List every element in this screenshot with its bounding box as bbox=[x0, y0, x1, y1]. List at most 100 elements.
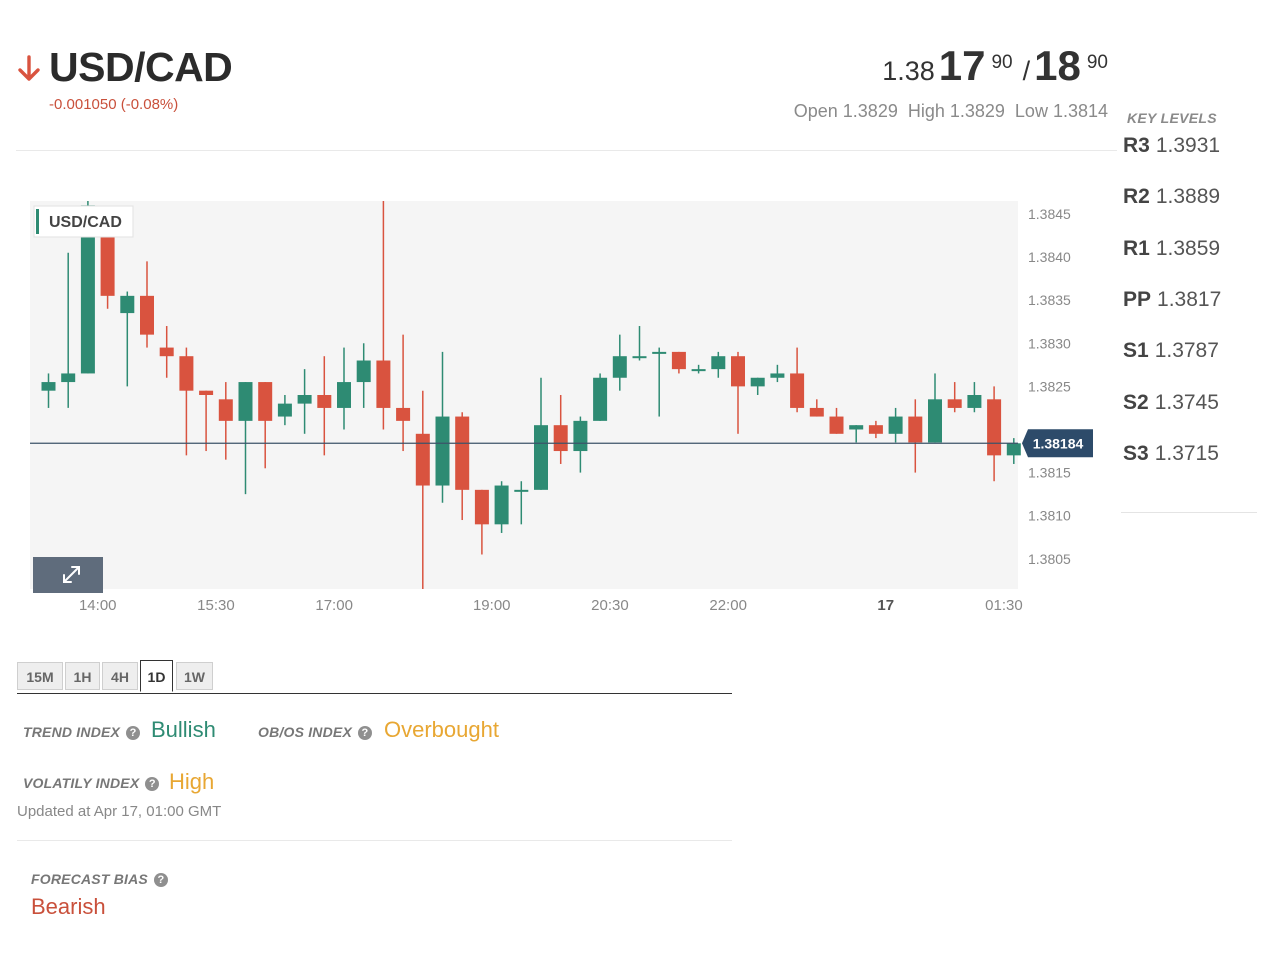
candle[interactable] bbox=[396, 334, 411, 452]
tab-15m[interactable]: 15M bbox=[17, 662, 63, 690]
current-price-label: 1.38184 bbox=[1022, 429, 1093, 458]
candle[interactable] bbox=[868, 420, 883, 439]
candle-body bbox=[947, 399, 962, 408]
question-circle-icon[interactable]: ? bbox=[153, 873, 168, 887]
candle[interactable] bbox=[770, 364, 785, 383]
candle[interactable] bbox=[140, 261, 154, 348]
candle-body bbox=[671, 351, 686, 370]
candle-body bbox=[731, 356, 745, 387]
candle-body bbox=[140, 295, 154, 335]
y-tick-label: 1.3845 bbox=[1028, 206, 1071, 222]
tab-1d[interactable]: 1D bbox=[140, 660, 173, 692]
candle[interactable] bbox=[1006, 438, 1021, 464]
quote-separator: / bbox=[1022, 56, 1031, 86]
candle[interactable] bbox=[159, 326, 174, 378]
candle-body bbox=[415, 433, 430, 486]
candle[interactable] bbox=[593, 373, 608, 421]
candle-body bbox=[277, 403, 292, 417]
candle[interactable] bbox=[849, 425, 864, 443]
candle[interactable] bbox=[218, 382, 233, 460]
expand-icon[interactable] bbox=[63, 566, 80, 583]
candle-body bbox=[179, 356, 194, 391]
candle[interactable] bbox=[258, 382, 273, 469]
candle[interactable] bbox=[337, 347, 351, 430]
candle[interactable] bbox=[652, 347, 667, 417]
level-value: 1.3817 bbox=[1157, 288, 1222, 311]
candle[interactable] bbox=[829, 407, 844, 434]
tab-4h[interactable]: 4H bbox=[102, 662, 138, 690]
candle-body bbox=[199, 390, 214, 395]
candle[interactable] bbox=[691, 364, 706, 374]
candle[interactable] bbox=[671, 351, 686, 374]
candle[interactable] bbox=[612, 334, 627, 391]
candle[interactable] bbox=[179, 347, 194, 456]
candle[interactable] bbox=[928, 373, 942, 443]
question-circle-icon[interactable]: ? bbox=[358, 726, 372, 740]
candle[interactable] bbox=[415, 390, 430, 589]
candle[interactable] bbox=[908, 399, 923, 473]
candle[interactable] bbox=[494, 481, 509, 533]
trend-index-value: Bullish bbox=[151, 717, 216, 742]
candle[interactable] bbox=[317, 356, 332, 456]
down-arrow-icon bbox=[18, 55, 40, 81]
candle[interactable] bbox=[967, 382, 982, 413]
level-name: S2 bbox=[1123, 391, 1149, 414]
candle[interactable] bbox=[632, 326, 647, 361]
y-tick-label: 1.3810 bbox=[1028, 508, 1071, 524]
candle-body bbox=[750, 377, 765, 387]
candle[interactable] bbox=[947, 382, 962, 413]
plot-background bbox=[30, 201, 1018, 589]
candle[interactable] bbox=[376, 201, 391, 430]
candle[interactable] bbox=[987, 386, 1002, 482]
tab-1h[interactable]: 1H bbox=[65, 662, 100, 690]
tab-1w[interactable]: 1W bbox=[176, 662, 213, 690]
candle[interactable] bbox=[711, 351, 726, 378]
candle[interactable] bbox=[61, 252, 76, 408]
candlestick-chart[interactable]: 1.3845 1.3840 1.3835 1.3830 1.3825 1.3815 1.38… bbox=[0, 195, 1110, 620]
candle[interactable] bbox=[534, 377, 548, 490]
candle-body bbox=[41, 382, 56, 391]
key-levels-title: KEY LEVELS bbox=[1127, 110, 1217, 126]
candle-body bbox=[396, 407, 411, 421]
y-tick-label: 1.3840 bbox=[1028, 249, 1071, 265]
candle[interactable] bbox=[514, 481, 529, 525]
candle-body bbox=[928, 399, 942, 443]
x-tick-label: 01:30 bbox=[985, 597, 1023, 614]
y-axis: 1.3845 1.3840 1.3835 1.3830 1.3825 1.3815 1.38… bbox=[1028, 206, 1071, 567]
candle[interactable] bbox=[277, 395, 292, 426]
candle[interactable] bbox=[356, 343, 371, 408]
question-circle-icon[interactable]: ? bbox=[145, 777, 160, 791]
candle[interactable] bbox=[750, 377, 765, 395]
expand-button-bg[interactable] bbox=[33, 557, 103, 593]
candle[interactable] bbox=[297, 369, 312, 434]
timeframe-tabs: 15M 1H 4H 1D 1W bbox=[17, 660, 732, 694]
candle[interactable] bbox=[120, 291, 135, 387]
candle[interactable] bbox=[790, 347, 805, 413]
x-tick-label: 15:30 bbox=[197, 597, 235, 614]
candle-body bbox=[573, 420, 588, 452]
candle[interactable] bbox=[731, 351, 745, 434]
candle[interactable] bbox=[41, 373, 56, 408]
x-tick-label: 17:00 bbox=[315, 597, 353, 614]
candle-body bbox=[317, 395, 332, 408]
candle[interactable] bbox=[435, 351, 450, 503]
candle[interactable] bbox=[553, 395, 568, 464]
level-value: 1.3787 bbox=[1154, 339, 1219, 362]
y-tick-label: 1.3815 bbox=[1028, 465, 1071, 481]
bid-pip: 90 bbox=[991, 52, 1013, 73]
candle[interactable] bbox=[199, 390, 214, 452]
candles[interactable] bbox=[41, 201, 1021, 589]
candle[interactable] bbox=[888, 407, 903, 443]
key-level-s3: S3 1.3715 bbox=[1123, 442, 1219, 466]
question-circle-icon[interactable]: ? bbox=[126, 726, 141, 740]
candle[interactable] bbox=[455, 412, 470, 521]
candle[interactable] bbox=[809, 399, 824, 417]
candle[interactable] bbox=[474, 489, 489, 555]
expand-button[interactable] bbox=[33, 557, 103, 593]
y-tick-label: 1.3805 bbox=[1028, 551, 1071, 567]
candle[interactable] bbox=[238, 382, 253, 495]
legend-marker bbox=[36, 209, 39, 234]
key-level-r3: R3 1.3931 bbox=[1123, 134, 1220, 158]
ask-big: 18 bbox=[1034, 42, 1081, 89]
candle-body bbox=[474, 489, 489, 525]
